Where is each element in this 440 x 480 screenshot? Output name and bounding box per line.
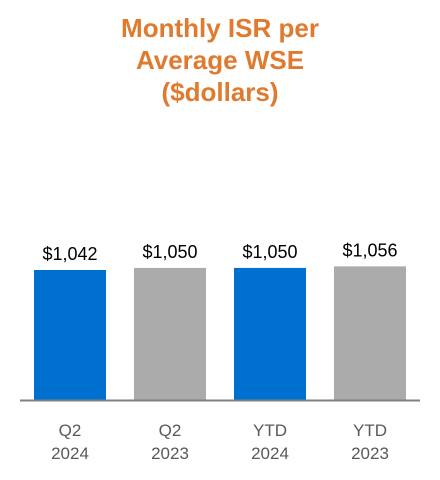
bar-3 [234, 267, 306, 400]
tick-label-1-line-1: Q2 [59, 421, 82, 440]
bars-group [34, 266, 406, 400]
tick-label-4-line-1: YTD [353, 421, 387, 440]
bar-2 [134, 267, 206, 400]
chart-title-line-1: Monthly ISR per [121, 13, 319, 43]
chart-title-line-2: Average WSE [135, 45, 305, 75]
chart-title-line-3: ($dollars) [161, 77, 279, 107]
value-label-4: $1,056 [342, 240, 397, 260]
tick-label-4-line-2: 2023 [351, 444, 389, 463]
chart-title: Monthly ISR per Average WSE ($dollars) [0, 12, 440, 108]
value-label-2: $1,050 [142, 242, 197, 262]
bar-4 [334, 266, 406, 400]
bar-1 [34, 270, 106, 400]
tick-labels-group: Q2 2024 Q2 2023 YTD 2024 YTD 2023 [51, 421, 389, 463]
tick-label-2-line-1: Q2 [159, 421, 182, 440]
tick-label-3-line-2: 2024 [251, 444, 289, 463]
tick-label-3-line-1: YTD [253, 421, 287, 440]
tick-label-1-line-2: 2024 [51, 444, 89, 463]
value-label-3: $1,050 [242, 242, 297, 262]
value-labels-group: $1,042 $1,050 $1,050 $1,056 [42, 240, 397, 264]
value-label-1: $1,042 [42, 244, 97, 264]
tick-label-2-line-2: 2023 [151, 444, 189, 463]
